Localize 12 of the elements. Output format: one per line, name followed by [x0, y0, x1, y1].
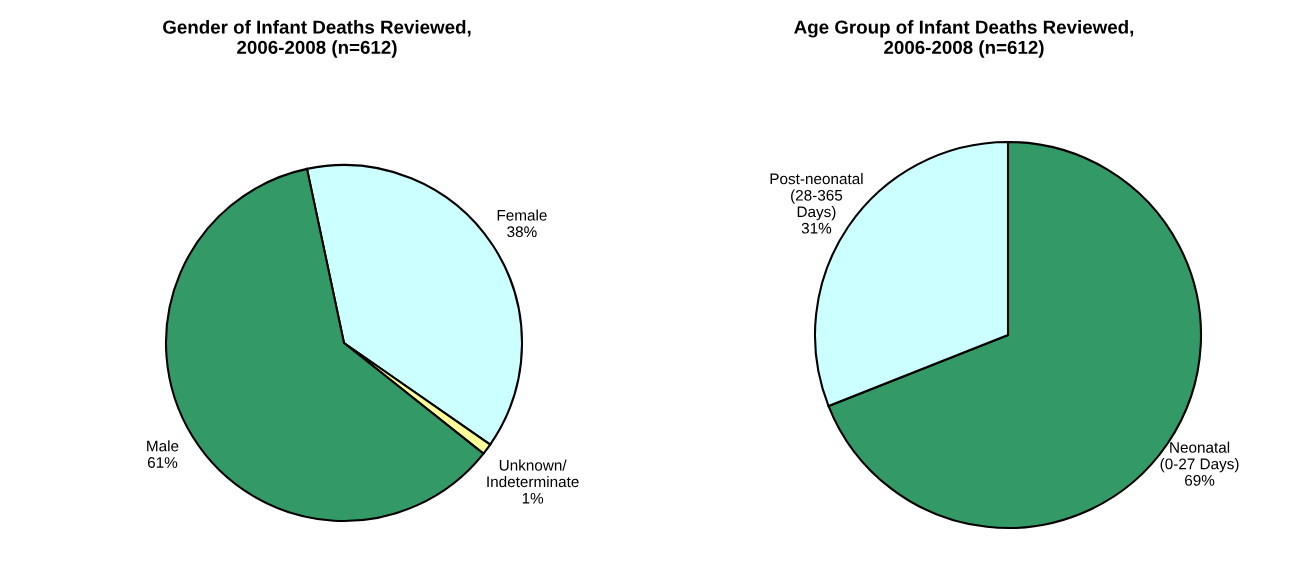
- slice-label: Post-neonatal (28-365 Days): [770, 173, 863, 221]
- chart-title: Age Group of Infant Deaths Reviewed, 2006-2008 (n=612): [794, 20, 1134, 58]
- data-label: 31%: [801, 222, 832, 234]
- data-label: 69%: [1185, 474, 1215, 486]
- slice-label: Male: [147, 440, 179, 452]
- data-label: 1%: [522, 492, 544, 504]
- data-label: 38%: [507, 226, 537, 238]
- slice-label: Neonatal (0-27 Days): [1160, 441, 1239, 473]
- data-label: 61%: [147, 457, 178, 468]
- chart-title: Gender of Infant Deaths Reviewed, 2006-2008 (n=612): [163, 20, 471, 58]
- slice-label: Unknown/ Indeterminate: [487, 459, 579, 488]
- slice-label: Female: [497, 209, 547, 221]
